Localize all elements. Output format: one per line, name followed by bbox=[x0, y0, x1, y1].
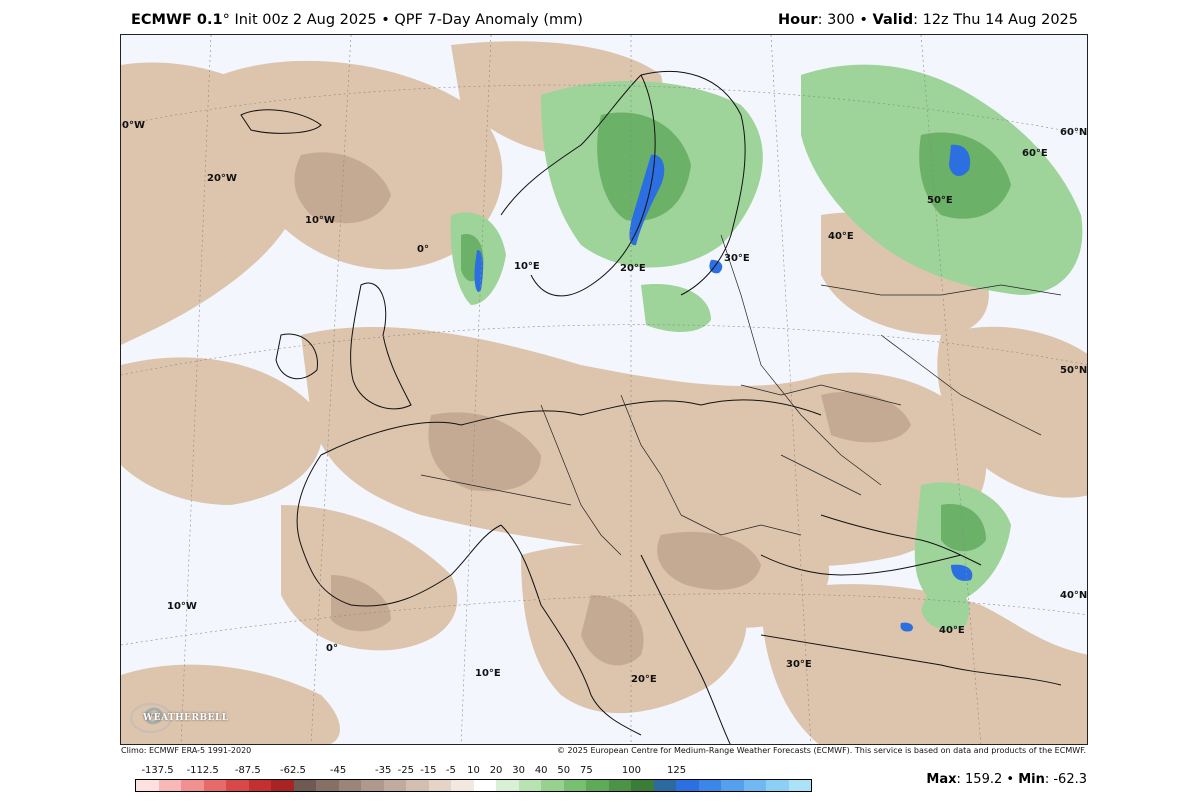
max-label: Max bbox=[926, 772, 957, 787]
colorbar-segment bbox=[676, 780, 699, 791]
colorbar bbox=[135, 779, 812, 792]
graticule bbox=[121, 35, 1087, 744]
colorbar-segment bbox=[316, 780, 339, 791]
lon-label: 60°E bbox=[1022, 148, 1048, 159]
colorbar-tick-label: 100 bbox=[621, 765, 641, 776]
map-canvas bbox=[121, 35, 1087, 744]
weatherbell-logo: WEATHERBELL bbox=[125, 700, 228, 736]
lon-label: 20°E bbox=[631, 674, 657, 685]
colorbar-segment bbox=[586, 780, 609, 791]
lat-label: 40°N bbox=[1060, 590, 1088, 601]
colorbar-segment bbox=[788, 780, 811, 791]
colorbar-tick-label: 125 bbox=[667, 765, 687, 776]
colorbar-segment bbox=[136, 780, 159, 791]
colorbar-tick-label: -25 bbox=[397, 765, 414, 776]
valid-label: Valid bbox=[872, 12, 914, 28]
colorbar-tick-label: -112.5 bbox=[186, 765, 219, 776]
country-borders bbox=[420, 234, 1062, 556]
map-title: ECMWF 0.1° Init 00z 2 Aug 2025 • QPF 7-D… bbox=[131, 12, 583, 28]
colorbar-tick-label: -45 bbox=[329, 765, 347, 776]
init-text: Init 00z 2 Aug 2025 • QPF 7-Day Anomaly … bbox=[229, 12, 583, 28]
colorbar-segment bbox=[541, 780, 564, 791]
lon-label: 10°E bbox=[475, 668, 501, 679]
colorbar-tick-label: -87.5 bbox=[234, 765, 261, 776]
colorbar-segment bbox=[473, 780, 496, 791]
heavy-wet-anomaly bbox=[461, 112, 1011, 552]
lon-label: 10°E bbox=[514, 261, 540, 272]
colorbar-tick-label: 75 bbox=[579, 765, 593, 776]
colorbar-segment bbox=[563, 780, 586, 791]
swirl-icon bbox=[130, 703, 172, 733]
colorbar-segment bbox=[338, 780, 361, 791]
colorbar-tick-label: -62.5 bbox=[280, 765, 306, 776]
colorbar-segment bbox=[721, 780, 744, 791]
lon-label: 0° bbox=[417, 244, 429, 255]
valid-value: : 12z Thu 14 Aug 2025 bbox=[913, 12, 1078, 28]
lat-label: 50°N bbox=[1060, 365, 1088, 376]
valid-time: Hour: 300 • Valid: 12z Thu 14 Aug 2025 bbox=[778, 12, 1078, 28]
lon-label: 30°E bbox=[724, 253, 750, 264]
colorbar-segment bbox=[361, 780, 384, 791]
colorbar-tick-label: 20 bbox=[489, 765, 503, 776]
lon-label: 40°E bbox=[939, 625, 965, 636]
lon-label: 10°W bbox=[305, 215, 335, 226]
lon-label: 40°E bbox=[828, 231, 854, 242]
extreme-wet-anomaly bbox=[474, 144, 973, 632]
copyright-credit: © 2025 European Centre for Medium-Range … bbox=[557, 746, 1086, 755]
colorbar-tick-label: 40 bbox=[534, 765, 548, 776]
lon-label: 20°W bbox=[207, 173, 237, 184]
lon-label: 0° bbox=[326, 643, 338, 654]
colorbar-segment bbox=[271, 780, 294, 791]
colorbar-tick-label: -137.5 bbox=[141, 765, 174, 776]
colorbar-segment bbox=[496, 780, 519, 791]
min-value: : -62.3 bbox=[1044, 772, 1087, 787]
colorbar-segment bbox=[766, 780, 789, 791]
logo-text: WEATHERBELL bbox=[143, 713, 229, 723]
hour-value: : 300 • bbox=[817, 12, 873, 28]
colorbar-segment bbox=[406, 780, 429, 791]
colorbar-tick-label: -35 bbox=[375, 765, 392, 776]
precipitation-anomaly-map: 0°W 20°W 10°W 0° 10°E 20°E 30°E 40°E 50°… bbox=[120, 34, 1088, 745]
colorbar-segment bbox=[698, 780, 721, 791]
colorbar-segment bbox=[743, 780, 766, 791]
colorbar-tick-label: -5 bbox=[445, 765, 456, 776]
max-min-stats: Max: 159.2 • Min: -62.3 bbox=[926, 772, 1087, 787]
colorbar-segment bbox=[608, 780, 631, 791]
colorbar-segment bbox=[203, 780, 226, 791]
lon-label: 0°W bbox=[122, 120, 145, 131]
lat-label: 60°N bbox=[1060, 127, 1088, 138]
colorbar-segment bbox=[248, 780, 271, 791]
colorbar-segment bbox=[518, 780, 541, 791]
colorbar-segment bbox=[181, 780, 204, 791]
colorbar-tick-label: 30 bbox=[512, 765, 525, 776]
colorbar-tick-label: 10 bbox=[467, 765, 480, 776]
model-name: ECMWF 0.1 bbox=[131, 12, 223, 28]
climo-credit: Climo: ECMWF ERA-5 1991-2020 bbox=[121, 746, 252, 755]
colorbar-segment bbox=[158, 780, 181, 791]
hour-label: Hour bbox=[778, 12, 818, 28]
colorbar-segment bbox=[226, 780, 249, 791]
colorbar-tick-label: -15 bbox=[420, 765, 437, 776]
colorbar-segment bbox=[631, 780, 654, 791]
lon-label: 30°E bbox=[786, 659, 812, 670]
coastlines bbox=[240, 70, 1062, 744]
colorbar-segment bbox=[428, 780, 451, 791]
colorbar-segment bbox=[451, 780, 474, 791]
colorbar-tick-label: 50 bbox=[557, 765, 571, 776]
colorbar-segment bbox=[293, 780, 316, 791]
max-value: : 159.2 • bbox=[956, 772, 1019, 787]
lon-label: 10°W bbox=[167, 601, 197, 612]
lon-label: 50°E bbox=[927, 195, 953, 206]
lon-label: 20°E bbox=[620, 263, 646, 274]
darker-dry-anomaly bbox=[294, 152, 911, 666]
colorbar-segment bbox=[653, 780, 676, 791]
min-label: Min bbox=[1018, 772, 1045, 787]
degree-symbol: ° bbox=[222, 12, 230, 28]
colorbar-segment bbox=[383, 780, 406, 791]
